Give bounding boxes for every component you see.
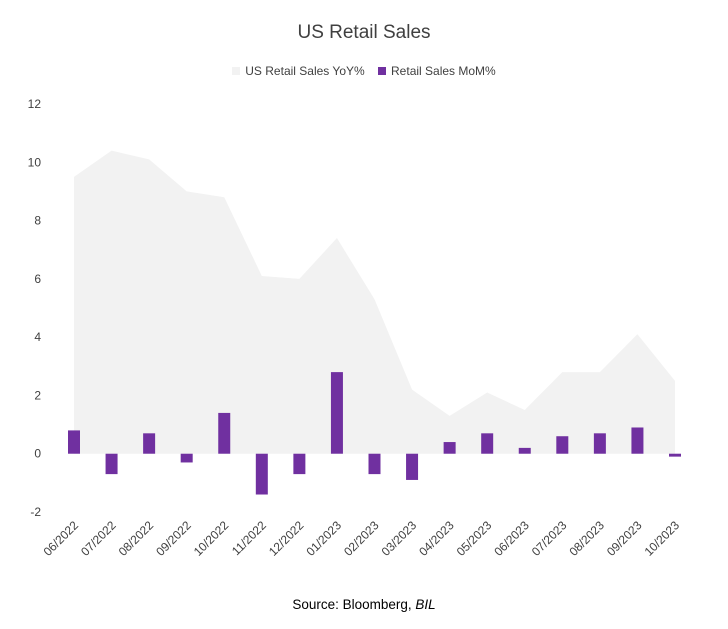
bar-mom-07-2022 [105, 453, 118, 475]
x-tick-label: 07/2022 [78, 518, 119, 559]
legend-item-yoy: US Retail Sales YoY% [232, 64, 365, 78]
x-tick-label: 06/2022 [41, 518, 82, 559]
bar-layer [68, 372, 681, 495]
legend-label-mom: Retail Sales MoM% [391, 64, 496, 78]
bar-mom-10-2022 [218, 412, 231, 454]
bar-mom-10-2023 [669, 453, 681, 457]
area-series-yoy [74, 150, 675, 454]
x-tick-label: 08/2022 [116, 518, 157, 559]
bar-mom-08-2023 [593, 433, 606, 454]
legend-swatch-yoy [232, 67, 241, 75]
bar-mom-01-2023 [330, 372, 343, 454]
bar-mom-11-2022 [255, 453, 268, 495]
x-tick-label: 04/2023 [416, 518, 457, 559]
legend-item-mom: Retail Sales MoM% [378, 64, 496, 78]
bar-mom-02-2023 [368, 453, 381, 475]
source-italic: BIL [415, 597, 436, 612]
bar-mom-08-2022 [143, 433, 156, 454]
x-tick-label: 03/2023 [379, 518, 420, 559]
legend: US Retail Sales YoY% Retail Sales MoM% [0, 64, 728, 78]
y-tick-label: -2 [30, 505, 41, 519]
x-tick-label: 08/2023 [566, 518, 607, 559]
x-tick-label: 06/2023 [491, 518, 532, 559]
y-tick-label: 4 [34, 330, 41, 344]
x-tick-label: 01/2023 [303, 518, 344, 559]
bar-mom-05-2023 [481, 433, 494, 454]
y-axis-ticks: -2 0 2 4 6 8 10 12 [28, 97, 42, 519]
source-prefix: Source: Bloomberg, [292, 597, 416, 612]
y-tick-label: 6 [34, 272, 41, 286]
x-tick-label: 02/2023 [341, 518, 382, 559]
bar-mom-09-2023 [631, 427, 644, 454]
y-tick-label: 0 [34, 447, 41, 461]
legend-label-yoy: US Retail Sales YoY% [245, 64, 365, 78]
x-tick-label: 09/2022 [153, 518, 194, 559]
bar-mom-12-2022 [293, 453, 306, 475]
bar-mom-03-2023 [406, 453, 419, 480]
x-tick-label: 10/2023 [642, 518, 683, 559]
x-tick-label: 11/2022 [229, 518, 269, 558]
bar-mom-09-2022 [180, 453, 193, 463]
y-tick-label: 12 [28, 97, 42, 111]
bar-mom-06-2023 [518, 447, 531, 454]
x-axis-ticks: 06/202207/202208/202209/202210/202211/20… [41, 518, 683, 559]
y-tick-label: 8 [34, 214, 41, 228]
bar-mom-07-2023 [556, 436, 569, 454]
area-layer [74, 150, 675, 454]
x-tick-label: 09/2023 [604, 518, 645, 559]
y-tick-label: 10 [28, 155, 42, 169]
legend-swatch-mom [378, 67, 387, 75]
x-tick-label: 05/2023 [454, 518, 495, 559]
source-note: Source: Bloomberg, BIL [0, 597, 728, 612]
x-tick-label: 07/2023 [529, 518, 570, 559]
bar-mom-06-2022 [68, 430, 80, 454]
bar-mom-04-2023 [443, 442, 456, 454]
chart-title: US Retail Sales [297, 22, 431, 43]
x-tick-label: 12/2022 [266, 518, 307, 559]
y-tick-label: 2 [34, 388, 41, 402]
x-tick-label: 10/2022 [191, 518, 232, 559]
